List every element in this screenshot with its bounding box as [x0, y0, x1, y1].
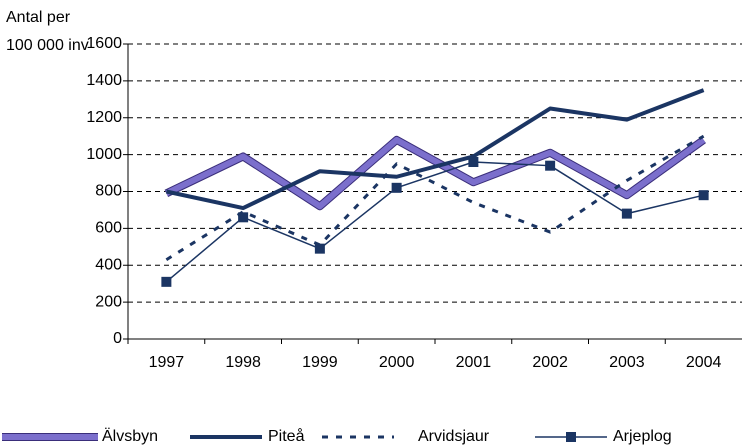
marker: [468, 157, 479, 167]
series-line: [165, 88, 705, 211]
x-tick-label: 1997: [149, 354, 185, 371]
x-tick-label: 2003: [609, 354, 645, 371]
y-tick-label: 200: [95, 293, 122, 310]
y-tick-label: 800: [95, 183, 122, 200]
marker: [621, 208, 632, 219]
legend-label: Piteå: [268, 427, 305, 445]
marker: [314, 243, 325, 254]
y-tick-label: 1200: [86, 109, 122, 126]
legend-label: Arvidsjaur: [418, 428, 490, 445]
x-tick-label: 2001: [456, 354, 492, 371]
series-line: [165, 136, 706, 210]
marker: [545, 160, 556, 171]
y-tick-label: 1600: [86, 35, 122, 52]
legend-label: Arjeplog: [613, 428, 672, 445]
x-tick-label: 1999: [302, 354, 338, 371]
series-line: [165, 161, 704, 283]
x-tick-label: 2000: [379, 354, 415, 371]
y-tick-label: 600: [95, 220, 122, 237]
legend-marker: [566, 432, 576, 442]
marker: [391, 182, 402, 193]
y-axis-label: 100 000 inv: [6, 37, 89, 54]
x-tick-label: 1998: [225, 354, 261, 371]
y-tick-label: 1000: [86, 146, 122, 163]
marker: [698, 190, 709, 201]
y-tick-label: 1400: [86, 72, 122, 89]
y-axis-label: Antal per: [6, 9, 71, 26]
y-tick-label: 0: [113, 330, 122, 347]
marker: [238, 212, 249, 223]
legend-label: Älvsbyn: [102, 427, 158, 445]
marker: [161, 276, 172, 287]
x-tick-label: 2002: [532, 354, 568, 371]
x-tick-label: 2004: [686, 354, 722, 371]
y-tick-label: 400: [95, 256, 122, 273]
